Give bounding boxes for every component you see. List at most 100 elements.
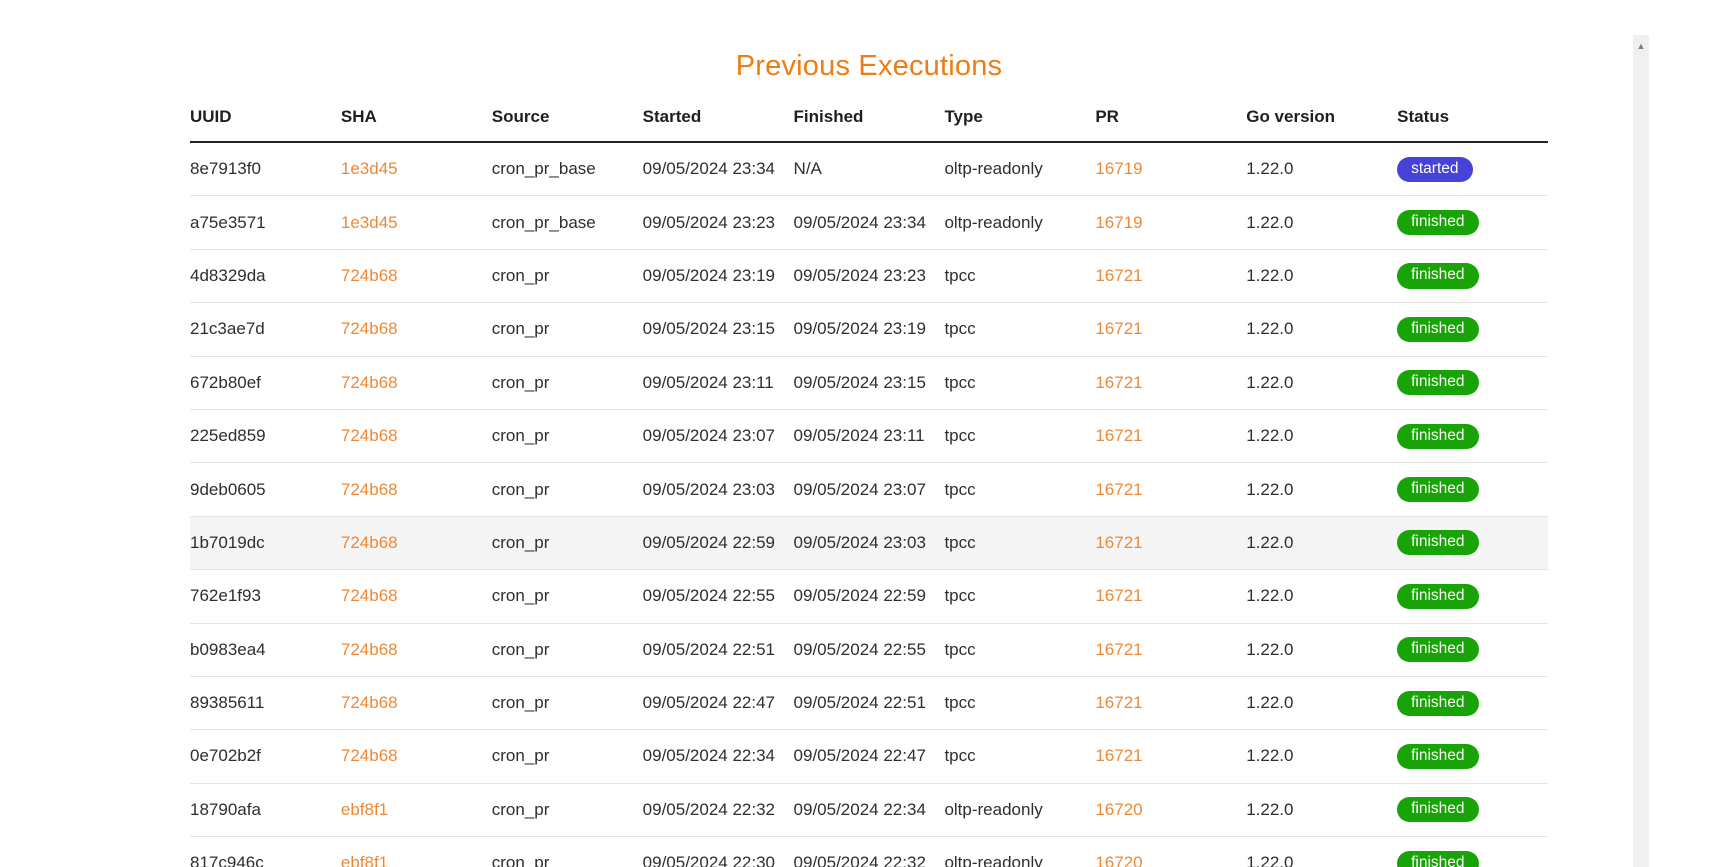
status-badge: finished <box>1397 316 1479 342</box>
table-header-row: UUID SHA Source Started Finished Type PR Go ver… <box>190 107 1548 143</box>
column-header-finished: Finished <box>793 107 864 126</box>
type-cell: tpcc <box>944 532 976 552</box>
sha-link[interactable]: 724b68 <box>340 265 398 285</box>
type-cell: tpcc <box>944 426 976 446</box>
go-version-cell: 1.22.0 <box>1246 853 1294 867</box>
column-header-uuid: UUID <box>190 107 232 126</box>
source-cell: cron_pr <box>491 265 550 285</box>
source-cell: cron_pr <box>491 853 550 867</box>
table-row: 817c946c ebf8f1 cron_pr 09/05/2024 22:30… <box>190 837 1548 867</box>
source-cell: cron_pr <box>491 426 550 446</box>
type-cell: oltp-readonly <box>944 853 1043 867</box>
pr-link[interactable]: 16721 <box>1095 746 1143 766</box>
started-cell: 09/05/2024 22:47 <box>642 693 776 713</box>
sha-link[interactable]: 724b68 <box>340 532 398 552</box>
table-row: a75e3571 1e3d45 cron_pr_base 09/05/2024 … <box>190 196 1548 250</box>
table-row: 4d8329da 724b68 cron_pr 09/05/2024 23:19… <box>190 250 1548 304</box>
go-version-cell: 1.22.0 <box>1246 532 1294 552</box>
started-cell: 09/05/2024 23:03 <box>642 479 776 499</box>
sha-link[interactable]: 1e3d45 <box>340 212 398 232</box>
type-cell: tpcc <box>944 265 976 285</box>
started-cell: 09/05/2024 22:51 <box>642 639 776 659</box>
started-cell: 09/05/2024 23:11 <box>642 372 774 392</box>
table-row: 89385611 724b68 cron_pr 09/05/2024 22:47… <box>190 677 1548 731</box>
sha-link[interactable]: 724b68 <box>340 586 398 606</box>
pr-link[interactable]: 16720 <box>1095 799 1143 819</box>
pr-link[interactable]: 16719 <box>1095 212 1143 232</box>
type-cell: tpcc <box>944 319 976 339</box>
status-badge: finished <box>1397 370 1479 396</box>
sha-link[interactable]: 724b68 <box>340 479 398 499</box>
uuid-cell: 1b7019dc <box>190 532 265 552</box>
column-header-type: Type <box>944 107 983 126</box>
pr-link[interactable]: 16721 <box>1095 693 1143 713</box>
started-cell: 09/05/2024 23:15 <box>642 319 776 339</box>
pr-link[interactable]: 16719 <box>1095 159 1143 179</box>
finished-cell: 09/05/2024 23:34 <box>793 212 926 232</box>
table-row: 225ed859 724b68 cron_pr 09/05/2024 23:07… <box>190 410 1548 464</box>
pr-link[interactable]: 16721 <box>1095 372 1143 392</box>
go-version-cell: 1.22.0 <box>1246 372 1294 392</box>
sha-link[interactable]: 724b68 <box>340 639 398 659</box>
sha-link[interactable]: ebf8f1 <box>340 853 389 867</box>
source-cell: cron_pr <box>491 586 550 606</box>
type-cell: tpcc <box>944 693 976 713</box>
started-cell: 09/05/2024 23:23 <box>642 212 776 232</box>
sha-link[interactable]: 724b68 <box>340 426 398 446</box>
pr-link[interactable]: 16721 <box>1095 319 1143 339</box>
sha-link[interactable]: ebf8f1 <box>340 799 389 819</box>
pr-link[interactable]: 16721 <box>1095 639 1143 659</box>
table-body: 8e7913f0 1e3d45 cron_pr_base 09/05/2024 … <box>190 143 1548 867</box>
finished-cell: 09/05/2024 23:11 <box>793 426 925 446</box>
status-badge: finished <box>1397 637 1479 663</box>
type-cell: tpcc <box>944 746 976 766</box>
type-cell: tpcc <box>944 479 976 499</box>
finished-cell: 09/05/2024 23:19 <box>793 319 926 339</box>
source-cell: cron_pr <box>491 532 550 552</box>
pr-link[interactable]: 16721 <box>1095 532 1143 552</box>
table-row: 1b7019dc 724b68 cron_pr 09/05/2024 22:59… <box>190 516 1548 571</box>
sha-link[interactable]: 724b68 <box>340 693 398 713</box>
uuid-cell: 672b80ef <box>190 372 261 392</box>
table-row: 18790afa ebf8f1 cron_pr 09/05/2024 22:32… <box>190 784 1548 838</box>
sha-link[interactable]: 724b68 <box>340 319 398 339</box>
type-cell: oltp-readonly <box>944 212 1043 232</box>
started-cell: 09/05/2024 22:34 <box>642 746 776 766</box>
finished-cell: 09/05/2024 22:47 <box>793 746 926 766</box>
source-cell: cron_pr_base <box>491 159 596 179</box>
pr-link[interactable]: 16721 <box>1095 265 1143 285</box>
executions-table: UUID SHA Source Started Finished Type PR Go ver… <box>190 107 1548 867</box>
type-cell: tpcc <box>944 639 976 659</box>
started-cell: 09/05/2024 22:59 <box>642 532 776 552</box>
started-cell: 09/05/2024 23:19 <box>642 265 776 285</box>
pr-link[interactable]: 16721 <box>1095 479 1143 499</box>
pr-link[interactable]: 16721 <box>1095 586 1143 606</box>
pr-link[interactable]: 16721 <box>1095 426 1143 446</box>
started-cell: 09/05/2024 22:30 <box>642 853 776 867</box>
finished-cell: 09/05/2024 22:51 <box>793 693 926 713</box>
go-version-cell: 1.22.0 <box>1246 639 1294 659</box>
vertical-scrollbar[interactable]: ▲ <box>1633 35 1649 867</box>
uuid-cell: 225ed859 <box>190 426 266 446</box>
type-cell: tpcc <box>944 586 976 606</box>
table-row: 0e702b2f 724b68 cron_pr 09/05/2024 22:34… <box>190 730 1548 784</box>
uuid-cell: 817c946c <box>190 853 264 867</box>
table-row: 21c3ae7d 724b68 cron_pr 09/05/2024 23:15… <box>190 303 1548 357</box>
finished-cell: 09/05/2024 23:07 <box>793 479 926 499</box>
sha-link[interactable]: 724b68 <box>340 746 398 766</box>
finished-cell: 09/05/2024 22:32 <box>793 853 926 867</box>
pr-link[interactable]: 16720 <box>1095 853 1143 867</box>
uuid-cell: a75e3571 <box>190 212 266 232</box>
table-row: 672b80ef 724b68 cron_pr 09/05/2024 23:11… <box>190 357 1548 410</box>
source-cell: cron_pr <box>491 479 550 499</box>
started-cell: 09/05/2024 22:32 <box>642 799 776 819</box>
uuid-cell: 762e1f93 <box>190 586 261 606</box>
sha-link[interactable]: 724b68 <box>340 372 398 392</box>
go-version-cell: 1.22.0 <box>1246 693 1294 713</box>
scroll-up-arrow-icon[interactable]: ▲ <box>1636 41 1646 51</box>
table-row: 762e1f93 724b68 cron_pr 09/05/2024 22:55… <box>190 570 1548 624</box>
go-version-cell: 1.22.0 <box>1246 426 1294 446</box>
finished-cell: 09/05/2024 23:15 <box>793 372 926 392</box>
status-badge: finished <box>1397 850 1479 867</box>
sha-link[interactable]: 1e3d45 <box>340 159 398 179</box>
